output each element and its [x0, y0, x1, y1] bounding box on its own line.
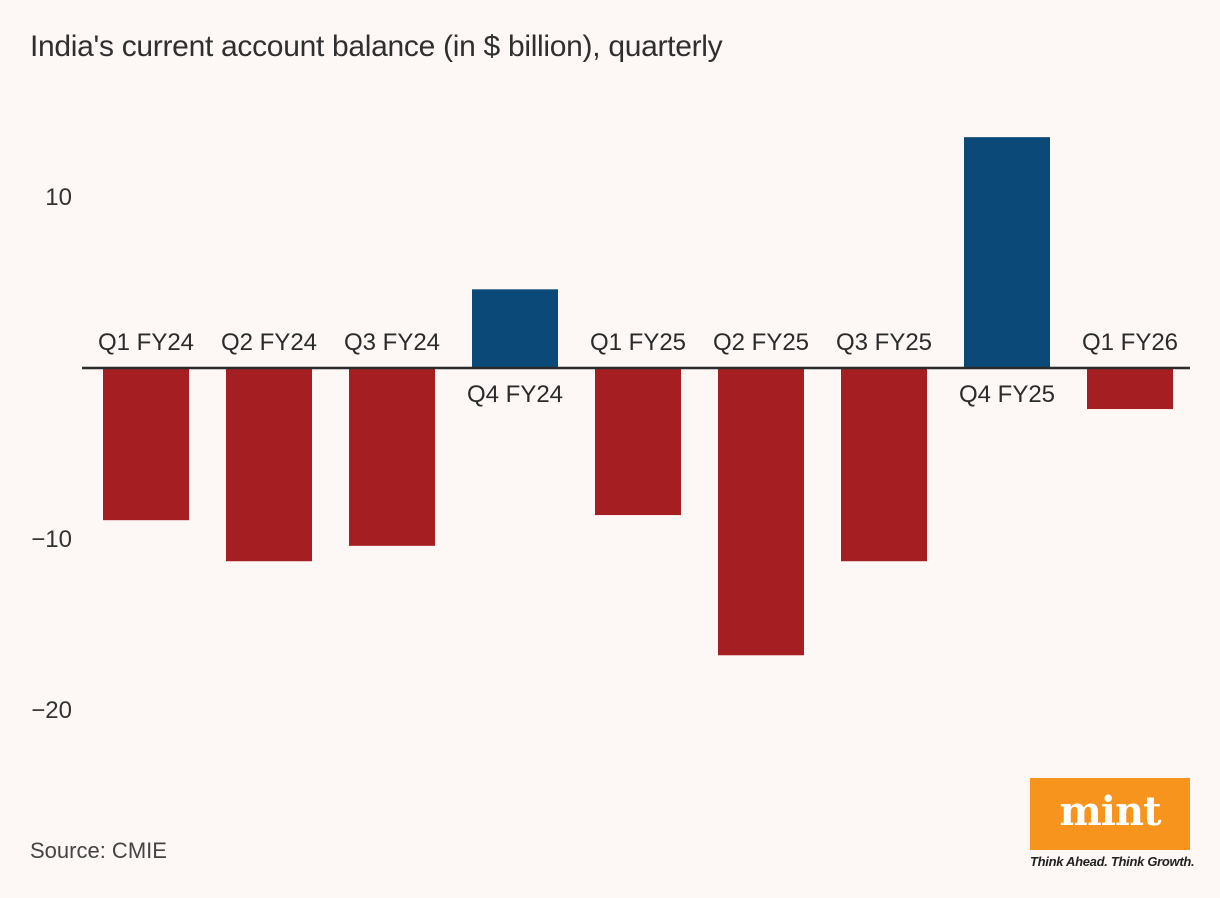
- chart-title: India's current account balance (in $ bi…: [30, 30, 723, 63]
- category-label: Q1 FY25: [590, 329, 686, 356]
- category-label: Q4 FY24: [467, 381, 563, 408]
- category-label: Q1 FY26: [1082, 329, 1178, 356]
- category-label: Q1 FY24: [98, 329, 194, 356]
- bar: [349, 368, 435, 546]
- y-tick-label: 10: [45, 184, 72, 211]
- logo-tagline: Think Ahead. Think Growth.: [1030, 854, 1195, 869]
- mint-logo: mint: [1030, 778, 1190, 850]
- category-label: Q2 FY24: [221, 329, 317, 356]
- category-label: Q3 FY24: [344, 329, 440, 356]
- bar: [472, 289, 558, 368]
- source-note: Source: CMIE: [30, 838, 167, 863]
- bar: [103, 368, 189, 521]
- category-label: Q4 FY25: [959, 381, 1055, 408]
- bar: [718, 368, 804, 656]
- bar: [595, 368, 681, 516]
- bar: [964, 137, 1050, 368]
- bar: [841, 368, 927, 562]
- category-label: Q2 FY25: [713, 329, 809, 356]
- bar: [1087, 368, 1173, 410]
- category-label: Q3 FY25: [836, 329, 932, 356]
- bar: [226, 368, 312, 562]
- y-tick-label: −20: [31, 697, 72, 724]
- logo-wordmark: mint: [1059, 788, 1161, 835]
- y-tick-label: −10: [31, 526, 72, 553]
